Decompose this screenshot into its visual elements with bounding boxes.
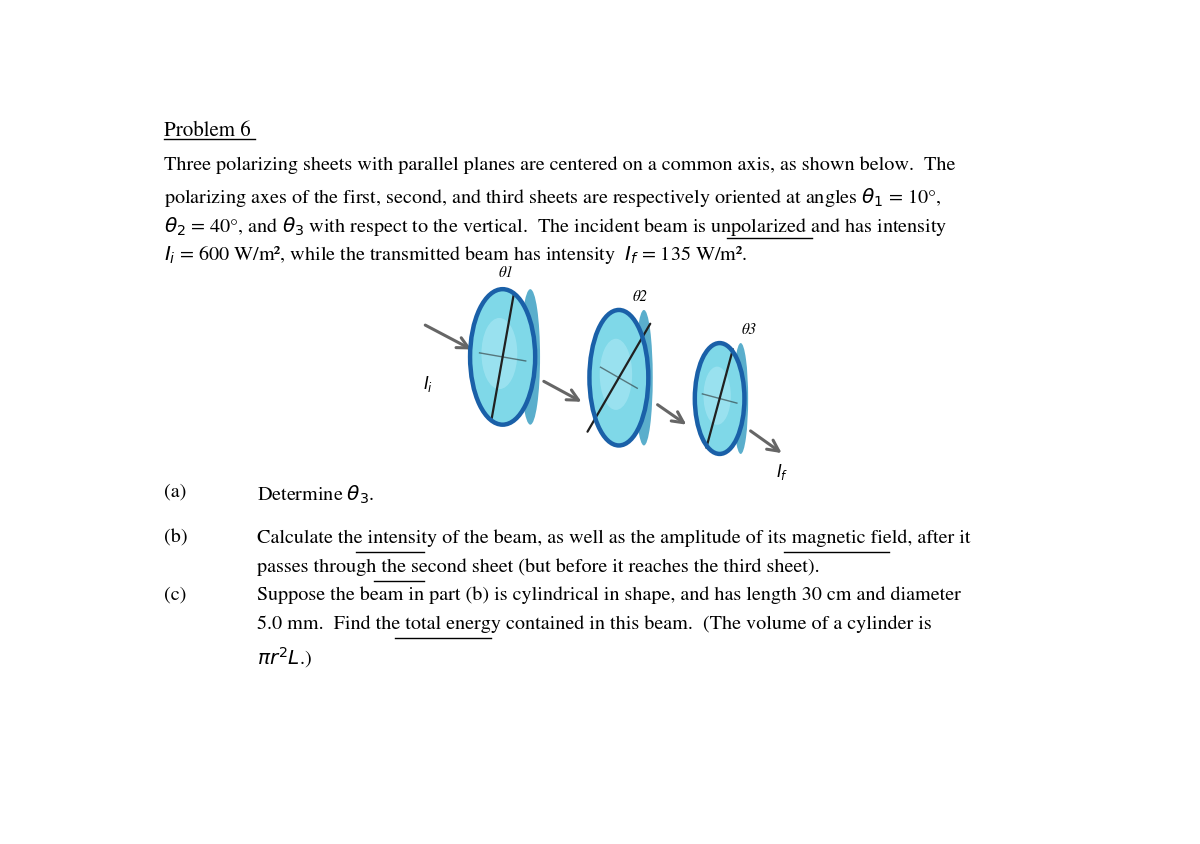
Text: θ2: θ2	[634, 289, 648, 304]
Ellipse shape	[521, 289, 540, 425]
Ellipse shape	[703, 366, 731, 425]
Ellipse shape	[695, 343, 744, 454]
Ellipse shape	[470, 289, 535, 425]
Text: Determine $\mathit{\theta}_3$.: Determine $\mathit{\theta}_3$.	[257, 484, 374, 506]
Text: polarizing axes of the first, second, and third sheets are respectively oriented: polarizing axes of the first, second, an…	[164, 186, 941, 209]
Text: $\pi r^2 L$.): $\pi r^2 L$.)	[257, 645, 312, 670]
Text: (c): (c)	[164, 587, 186, 603]
Text: Three polarizing sheets with parallel planes are centered on a common axis, as s: Three polarizing sheets with parallel pl…	[164, 157, 955, 175]
Text: $\mathit{I}_f$: $\mathit{I}_f$	[776, 463, 788, 483]
Ellipse shape	[635, 310, 653, 446]
Text: (a): (a)	[164, 484, 186, 500]
Ellipse shape	[481, 318, 517, 389]
Text: θ3: θ3	[742, 322, 756, 337]
Text: $\mathit{I}_i$ = 600 W/m², while the transmitted beam has intensity  $\mathit{I}: $\mathit{I}_i$ = 600 W/m², while the tra…	[164, 245, 748, 267]
Text: $\mathit{\theta}_2$ = 40°, and $\mathit{\theta}_3$ with respect to the vertical.: $\mathit{\theta}_2$ = 40°, and $\mathit{…	[164, 215, 948, 238]
Text: Suppose the beam in part (b) is cylindrical in shape, and has length 30 cm and d: Suppose the beam in part (b) is cylindri…	[257, 587, 961, 604]
Text: Problem 6: Problem 6	[164, 122, 251, 141]
Ellipse shape	[600, 338, 632, 410]
Text: 5.0 mm.  Find the total energy contained in this beam.  (The volume of a cylinde: 5.0 mm. Find the total energy contained …	[257, 615, 931, 633]
Ellipse shape	[733, 343, 748, 454]
Ellipse shape	[589, 310, 648, 446]
Text: Calculate the intensity of the beam, as well as the amplitude of its magnetic fi: Calculate the intensity of the beam, as …	[257, 529, 971, 547]
Text: (b): (b)	[164, 529, 187, 547]
Text: passes through the second sheet (but before it reaches the third sheet).: passes through the second sheet (but bef…	[257, 559, 820, 576]
Text: $\mathit{I}_i$: $\mathit{I}_i$	[422, 374, 433, 394]
Text: θ1: θ1	[499, 266, 514, 280]
